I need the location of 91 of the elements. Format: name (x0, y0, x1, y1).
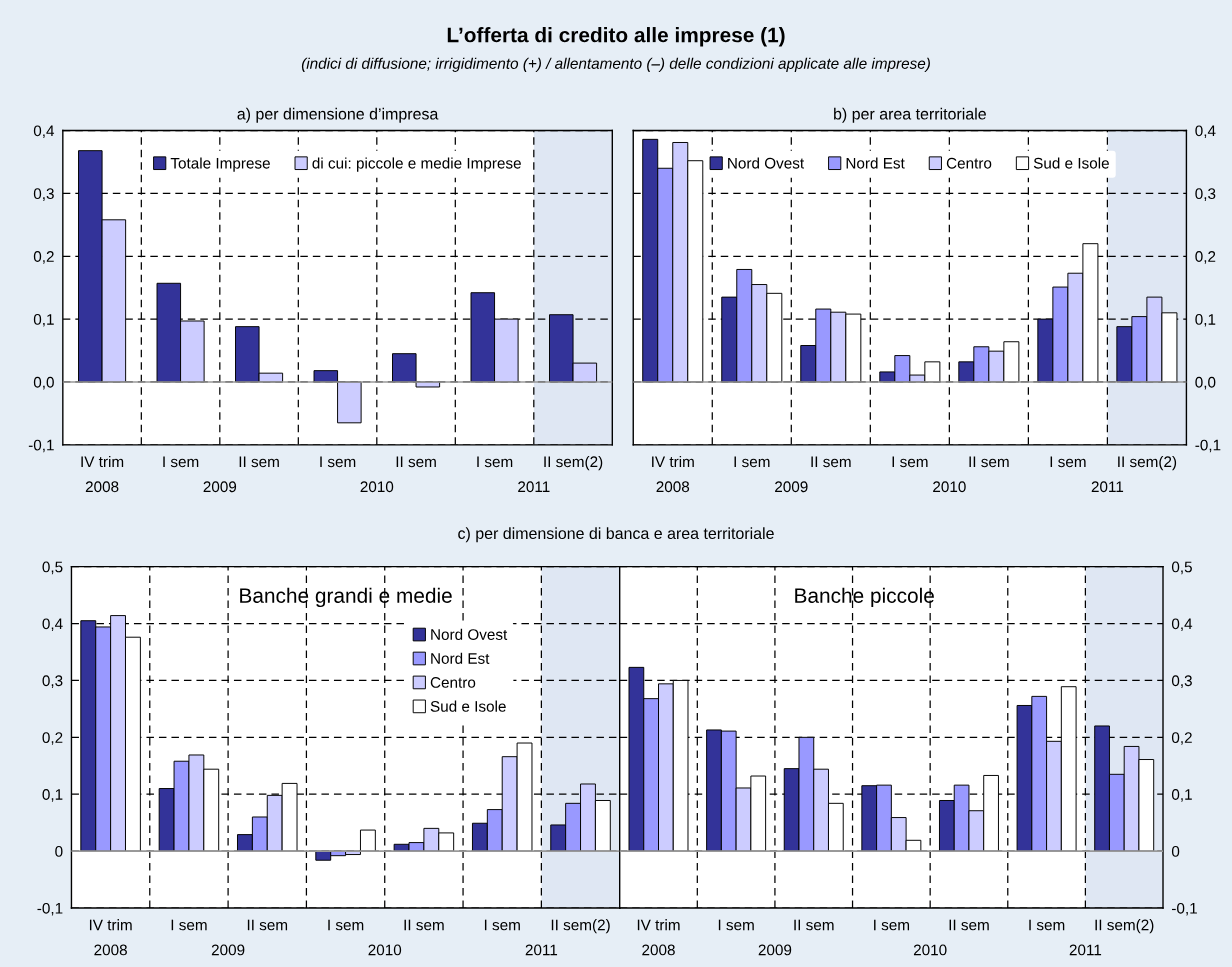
text: 2009 (775, 481, 808, 493)
y-tick-label: 0,4 (33, 125, 55, 139)
x-tick-label: II sem (404, 919, 444, 931)
x-tick-label: II sem (239, 456, 279, 468)
text: 2011 (1069, 944, 1102, 956)
x-tick-label: I sem (163, 456, 199, 468)
y-tick-label: 0,3 (33, 188, 54, 201)
x-tick-label: I sem (328, 919, 364, 931)
text: 2010 (360, 481, 394, 493)
y-tick-label: -0,1 (28, 439, 54, 453)
x-tick-label: I sem (718, 919, 754, 931)
text: 2011 (1091, 481, 1124, 493)
y2-tick-label: 0,4 (1195, 125, 1216, 139)
y2-tick-label: 0,2 (1171, 732, 1192, 745)
y-tick-label: 0,1 (33, 313, 54, 327)
legend-label: di cui: piccole e medie Imprese (312, 157, 521, 172)
y-tick-label: 0 (55, 845, 63, 857)
x-tick-label: I sem (1029, 919, 1065, 931)
chart-subtitle: c) per dimensione di banca e area territoriale (458, 527, 774, 543)
x-tick-label: I sem (320, 456, 356, 468)
text: 2010 (913, 944, 947, 956)
y2-tick-label: 0,5 (1171, 561, 1192, 575)
x-tick-label: II sem (247, 919, 288, 931)
y2-tick-label: 0,0 (1195, 376, 1216, 390)
y2-tick-label: 0,1 (1195, 313, 1216, 327)
x-tick-label: II sem (949, 919, 989, 931)
y-tick-label: 0,4 (42, 618, 63, 632)
x-tick-label: IV trim (81, 455, 124, 468)
legend-label: Totale Imprese (170, 157, 270, 172)
y2-tick-label: 0,2 (1195, 251, 1216, 264)
text: Banche grandi e medie (240, 587, 452, 608)
text: 2008 (656, 481, 690, 493)
y-tick-label: 0,2 (33, 251, 54, 264)
text: (indici di diffusione; irrigidimento (+) / allentamento (–) delle condizioni applicate alle imprese) (301, 57, 930, 72)
x-tick-label: IV trim (637, 919, 680, 931)
x-tick-label: II sem (969, 456, 1009, 468)
y-tick-label: -0,1 (37, 902, 63, 916)
x-tick-label: I sem (1050, 456, 1086, 468)
legend-label: Nord Est (846, 157, 905, 169)
x-tick-label: II sem(2) (1095, 919, 1154, 934)
y2-tick-label: 0,3 (1171, 675, 1192, 688)
text: 2008 (642, 944, 675, 956)
legend-label: Centro (946, 157, 992, 169)
text: 2011 (525, 944, 558, 956)
x-tick-label: II sem(2) (1118, 455, 1177, 471)
y2-tick-label: 0,4 (1171, 618, 1193, 632)
x-tick-label: II sem(2) (551, 919, 610, 934)
x-tick-label: IV trim (652, 455, 694, 468)
y-tick-label: 0,3 (42, 675, 63, 688)
y2-tick-label: 0,1 (1171, 789, 1192, 802)
x-tick-label: I sem (171, 919, 207, 931)
x-tick-label: II sem (396, 456, 436, 468)
legend-label: Nord Ovest (431, 628, 508, 640)
bar (359, 829, 376, 852)
y-tick-label: 0,5 (42, 561, 63, 575)
text: 2009 (203, 481, 237, 493)
y2-tick-label: -0,1 (1172, 902, 1197, 916)
x-tick-label: IV trim (89, 919, 132, 931)
bar (392, 353, 417, 383)
x-tick-label: I sem (484, 919, 520, 931)
text: Banche piccole (795, 587, 934, 608)
bar (313, 370, 339, 383)
x-tick-label: I sem (734, 456, 770, 468)
bar (337, 381, 362, 424)
chart-title: a) per dimensione d’impresa (237, 107, 439, 123)
y2-tick-label: -0,1 (1195, 439, 1221, 453)
text: 2008 (94, 944, 127, 956)
y-tick-label: 0,2 (42, 732, 63, 745)
text: 2009 (211, 944, 245, 956)
text: 2010 (933, 481, 966, 493)
legend-label: Sud e Isole (430, 700, 506, 712)
text: L’offerta di credito alle imprese (1) (447, 27, 785, 47)
legend-label: Sud e Isole (1033, 157, 1109, 169)
y-tick-label: 0,0 (33, 376, 54, 390)
legend-label: Nord Ovest (728, 157, 805, 169)
text: 2009 (758, 944, 792, 956)
text: 2008 (85, 481, 119, 493)
y2-tick-label: 0,3 (1195, 188, 1216, 201)
x-tick-label: I sem (874, 919, 910, 931)
legend-label: Nord Est (431, 652, 490, 664)
x-tick-label: II sem(2) (544, 455, 603, 471)
chart-title: b) per area territoriale (834, 107, 986, 123)
y2-tick-label: 0 (1171, 845, 1180, 857)
text: 2011 (518, 481, 550, 493)
x-tick-label: I sem (892, 456, 928, 468)
y-tick-label: 0,1 (42, 789, 63, 802)
legend-label: Centro (430, 677, 476, 688)
x-tick-label: I sem (477, 456, 513, 468)
x-tick-label: II sem (794, 919, 834, 931)
text: 2010 (368, 944, 402, 956)
x-tick-label: II sem (811, 456, 851, 468)
